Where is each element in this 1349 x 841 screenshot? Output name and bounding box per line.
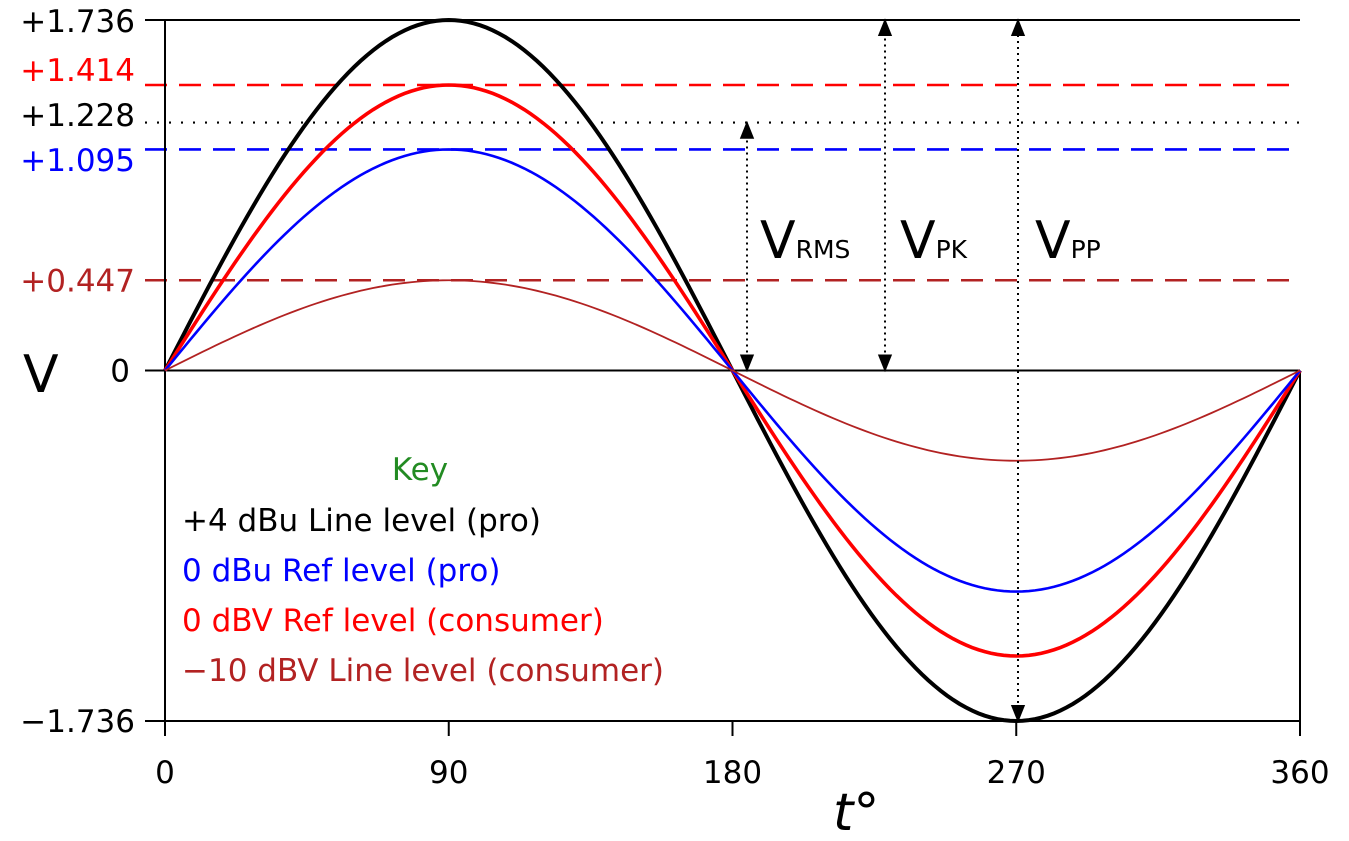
y-tick-label-0: 0: [110, 354, 130, 390]
x-tick-label-270: 270: [987, 755, 1046, 791]
annotation-main-pp: V: [1035, 211, 1071, 271]
tick-labels: +1.736 +1.414 +1.228 +1.095 +0.447 0 −1.736 V 0 9…: [20, 4, 1329, 841]
annotation-sub-pk: PK: [936, 235, 968, 264]
annotation-sub-pp: PP: [1071, 235, 1101, 264]
x-tick-label-180: 180: [703, 755, 762, 791]
annotation-label-pk: VPK: [900, 211, 968, 271]
annotation-main-rms: V: [760, 211, 796, 271]
y-axis-label: V: [23, 345, 59, 405]
annotation-sub-rms: RMS: [796, 235, 851, 264]
annotations: VRMS VPK VPP: [739, 18, 1101, 723]
annotation-label-rms: VRMS: [760, 211, 850, 271]
annotation-label-pp: VPP: [1035, 211, 1101, 271]
x-axis-label-italic: t: [833, 783, 855, 836]
series-line-10-dbv-line-level-consumer: [164, 279, 1301, 462]
x-axis-label: t°: [833, 783, 879, 836]
y-tick-label-1-736: +1.736: [20, 4, 135, 40]
legend-entry-4-dbu-line-level-pro: +4 dBu Line level (pro): [182, 503, 541, 539]
annotation-main-pk: V: [900, 211, 936, 271]
legend-entry-0-dbu-ref-level-pro: 0 dBu Ref level (pro): [182, 553, 500, 589]
y-tick-label-1-095: +1.095: [20, 143, 135, 179]
x-axis-label-degree: °: [853, 783, 879, 836]
reference-lines: [145, 83, 1300, 282]
legend-entry-10-dbv-line-level-consumer: −10 dBV Line level (consumer): [182, 653, 664, 689]
legend: Key +4 dBu Line level (pro) 0 dBu Ref leve…: [182, 452, 664, 689]
legend-title: Key: [392, 452, 448, 488]
legend-entry-0-dbv-ref-level-consumer: 0 dBV Ref level (consumer): [182, 603, 604, 639]
x-tick-label-0: 0: [155, 755, 175, 791]
y-tick-label-1-228: +1.228: [20, 98, 135, 134]
series-group: [163, 17, 1302, 724]
axes: [145, 19, 1301, 736]
y-tick-label-1-736: −1.736: [20, 704, 135, 740]
x-tick-label-360: 360: [1270, 755, 1329, 791]
y-tick-label-1-414: +1.414: [20, 53, 135, 89]
y-tick-label-0-447: +0.447: [20, 263, 135, 299]
x-tick-label-90: 90: [429, 755, 468, 791]
